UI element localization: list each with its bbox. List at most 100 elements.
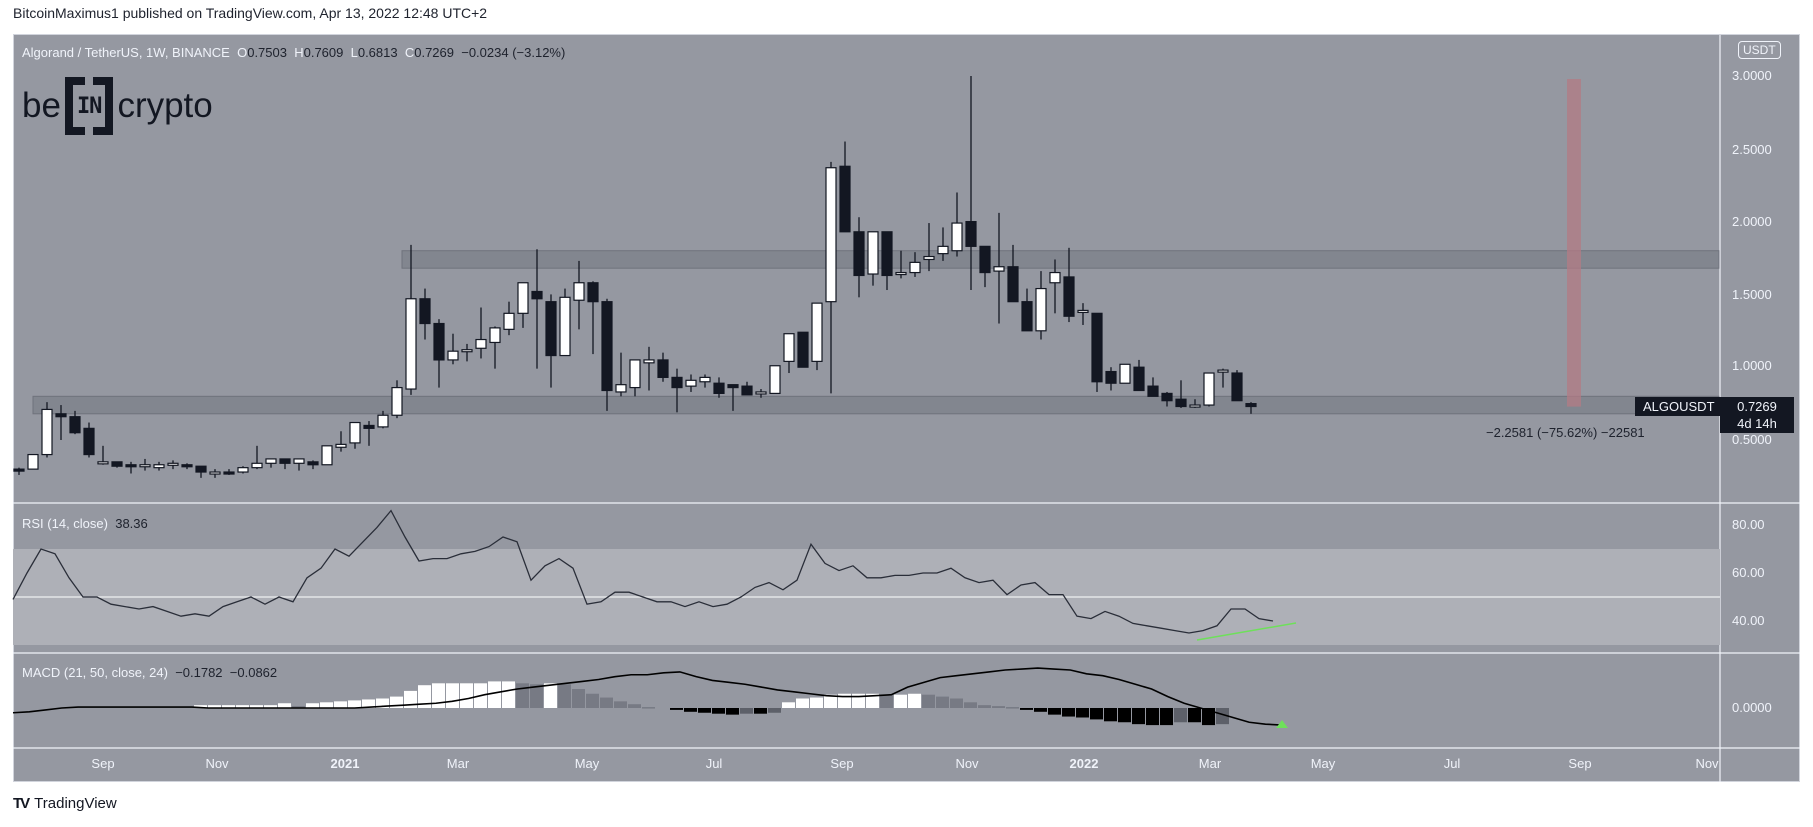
rsi-tick: 80.00 — [1732, 517, 1765, 532]
candle-body — [111, 461, 123, 467]
candle-body — [447, 350, 459, 361]
macd-histogram-bar — [1188, 708, 1201, 723]
candle-body — [1035, 287, 1047, 332]
candle-body — [433, 322, 445, 361]
candle-body — [1007, 266, 1019, 303]
bullish-arrow-icon — [1276, 720, 1288, 728]
candle-body — [1203, 372, 1215, 406]
macd-histogram-bar — [768, 708, 781, 713]
candle-body — [741, 385, 753, 396]
time-label: Sep — [830, 756, 854, 771]
macd-histogram-bar — [1034, 708, 1047, 712]
macd-histogram-bar — [418, 685, 431, 708]
time-label: Jul — [1443, 756, 1461, 771]
candle-body — [153, 464, 165, 469]
candle-body — [601, 301, 613, 392]
macd-histogram-bar — [572, 689, 585, 708]
macd-histogram-bar — [670, 708, 683, 710]
candle-body — [573, 282, 585, 301]
macd-histogram-bar — [740, 708, 753, 714]
macd-histogram-bar — [1062, 708, 1075, 717]
macd-histogram-bar — [824, 694, 837, 708]
bullish-divergence-line — [1196, 622, 1297, 641]
macd-signal-value: −0.0862 — [229, 665, 278, 680]
tradingview-logo-icon: TV — [13, 795, 30, 812]
macd-histogram-bar — [376, 698, 389, 708]
macd-histogram-bar — [1090, 708, 1103, 720]
change-value: −0.0234 (−3.12%) — [461, 45, 566, 60]
macd-histogram-bar — [544, 683, 557, 708]
currency-button[interactable]: USDT — [1738, 41, 1781, 59]
candle-body — [1133, 366, 1145, 392]
rsi-line — [12, 509, 1274, 634]
candle-body — [699, 376, 711, 383]
candle-body — [825, 167, 837, 303]
candle-body — [671, 376, 683, 389]
candle-body — [545, 301, 557, 357]
time-label: Sep — [91, 756, 115, 771]
time-label: Sep — [1568, 756, 1592, 771]
symbol-price-tag: ALGOUSDT — [1635, 397, 1723, 416]
last-price-tag: 0.7269 4d 14h — [1720, 397, 1794, 433]
candle-body — [867, 231, 879, 275]
macd-histogram-bar — [404, 690, 417, 708]
candle-body — [629, 359, 641, 389]
candle-body — [769, 365, 781, 395]
macd-histogram-bar — [1006, 707, 1019, 709]
candle-body — [1175, 398, 1187, 408]
price-tick: 0.5000 — [1732, 432, 1772, 447]
price-tick: 1.0000 — [1732, 358, 1772, 373]
macd-histogram-bar — [922, 694, 935, 708]
macd-histogram-bar — [1076, 708, 1089, 718]
macd-histogram-bar — [432, 683, 445, 708]
macd-histogram-bar — [390, 696, 403, 708]
symbol-title: Algorand / TetherUS, 1W, BINANCE — [22, 45, 230, 60]
candle-body — [237, 467, 249, 473]
macd-histogram-bar — [460, 683, 473, 708]
time-label: 2021 — [330, 756, 360, 771]
publish-info: BitcoinMaximus1 published on TradingView… — [13, 5, 488, 21]
macd-histogram-bar — [642, 707, 655, 709]
candle-body — [391, 386, 403, 416]
candle-body — [209, 471, 221, 475]
macd-histogram-bar — [264, 705, 277, 708]
measure-label: −2.2581 (−75.62%) −22581 — [1486, 425, 1645, 440]
macd-histogram-bar — [362, 699, 375, 708]
macd-histogram-bar — [516, 683, 529, 708]
macd-histogram-bar — [334, 701, 347, 708]
candle-body — [307, 461, 319, 466]
beincrypto-watermark: be IN crypto — [22, 76, 213, 136]
macd-histogram-bar — [1132, 708, 1145, 725]
macd-histogram-bar — [1174, 708, 1187, 723]
candle-body — [503, 312, 515, 330]
macd-histogram-bar — [1216, 708, 1229, 725]
candle-body — [13, 468, 25, 472]
macd-legend: MACD (21, 50, close, 24) −0.1782 −0.0862 — [22, 665, 278, 680]
candle-body — [405, 298, 417, 390]
macd-tick: 0.0000 — [1732, 700, 1772, 715]
macd-histogram-bar — [292, 706, 305, 708]
candle-body — [923, 255, 935, 261]
candle-body — [1077, 309, 1089, 314]
macd-histogram-bar — [446, 683, 459, 708]
candle-body — [811, 302, 823, 362]
candle-body — [419, 298, 431, 325]
macd-histogram-bar — [502, 681, 515, 708]
rsi-tick: 60.00 — [1732, 565, 1765, 580]
macd-histogram-bar — [796, 698, 809, 708]
candle-body — [909, 261, 921, 274]
macd-histogram-bar — [978, 705, 991, 708]
rsi-value: 38.36 — [115, 516, 148, 531]
candle-body — [517, 282, 529, 314]
macd-histogram-bar — [600, 697, 613, 708]
macd-histogram-bar — [348, 700, 361, 708]
tradingview-footer: TV TradingView — [13, 795, 117, 812]
macd-histogram-bar — [488, 681, 501, 708]
time-label: Nov — [205, 756, 229, 771]
price-tick: 2.0000 — [1732, 214, 1772, 229]
candle-body — [27, 453, 39, 470]
candle-body — [335, 443, 347, 448]
time-label: Nov — [1695, 756, 1719, 771]
candle-body — [783, 333, 795, 362]
